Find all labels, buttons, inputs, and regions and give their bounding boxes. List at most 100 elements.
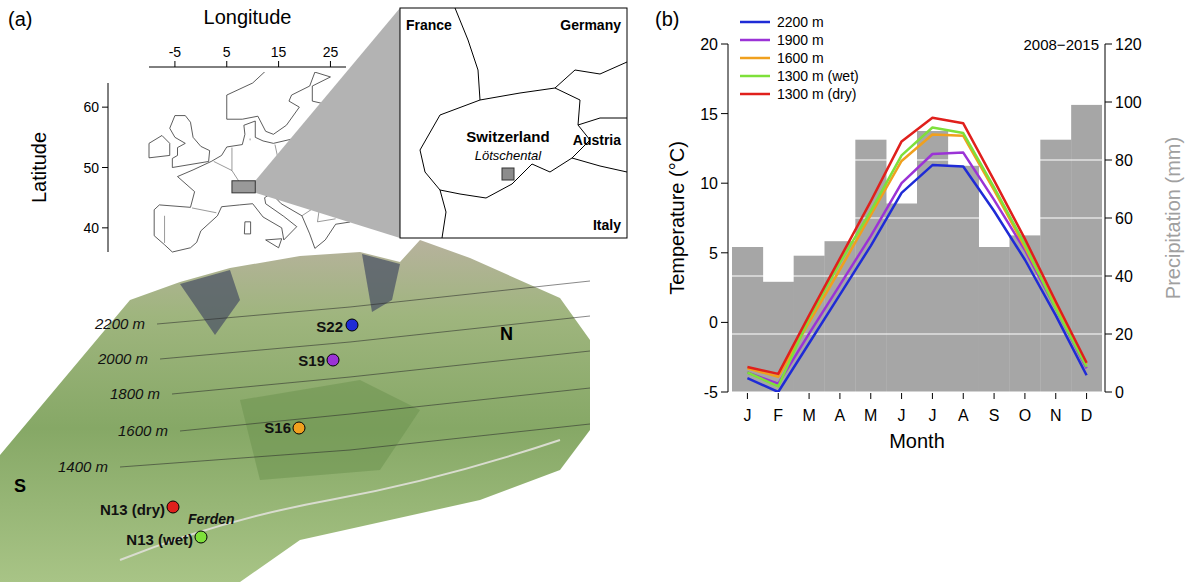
y2-tick [1105,160,1112,161]
grid-line [732,217,1102,218]
y-axis-title: Temperature (°C) [666,141,688,295]
x-tick-label: D [1081,407,1093,424]
river [120,440,560,560]
y-tick [102,227,108,228]
x-tick [809,393,810,399]
country-label: France [406,17,452,33]
y-tick [102,107,108,108]
y2-tick-label: 100 [1115,94,1142,111]
coastline [244,222,250,234]
x-tick [870,393,871,399]
x-tick [330,61,331,67]
elevation-label: 2200 m [94,315,145,332]
shadow [180,270,240,335]
y2-tick [1105,44,1112,45]
y-tick [721,252,728,253]
y-tick [721,44,728,45]
contour-line [172,351,590,394]
border [250,139,251,141]
x-tick-label: 15 [271,44,287,60]
y-tick-label: 15 [700,106,718,123]
site-label: S22 [316,318,343,335]
x-tick [963,393,964,399]
site-label: S19 [298,352,325,369]
x-tick-label: -5 [169,44,182,60]
valley-label: Lötschental [475,148,543,163]
grid-line [732,333,1102,334]
contour-line [180,388,590,431]
bar [979,247,1010,392]
elevation-label: 1600 m [118,422,168,439]
contour-line [120,424,590,467]
y2-tick [1105,102,1112,103]
terrain [0,240,590,582]
annotation: 2008−2015 [1024,36,1100,53]
valley-marker [502,168,514,180]
x-tick-label: 5 [223,44,231,60]
inset-frame [400,8,627,238]
elevation-label: 1800 m [110,385,160,402]
x-tick-label: A [835,407,846,424]
figure: (a)-551525Longitude405060LatitudeFranceG… [0,0,1195,582]
grid-line [732,275,1102,276]
contour-line [160,316,590,359]
legend-label: 2200 m [777,14,824,30]
y2-tick [1105,334,1112,335]
site-dot [167,501,179,513]
x-tick-label: F [773,407,783,424]
y-tick [721,113,728,114]
x-tick-label: N [1050,407,1062,424]
x-tick [994,393,995,399]
terrain-view: 2200 m2000 m1800 m1600 m1400 mS22S19S16N… [0,240,590,582]
y2-tick-label: 40 [1115,268,1133,285]
x-tick [278,61,279,67]
site-dot [195,531,207,543]
y-axis-line [728,44,729,392]
y2-tick-label: 120 [1115,36,1142,53]
x-axis-title: Longitude [204,6,292,28]
x-tick-label: S [989,407,1000,424]
y2-tick [1105,276,1112,277]
y-tick-label: 50 [83,160,99,176]
x-tick-label: J [743,407,751,424]
x-tick [778,393,779,399]
y-tick-label: 5 [709,245,718,262]
y2-tick [1105,392,1112,393]
legend-label: 1600 m [777,50,824,66]
site-label: N13 (wet) [126,531,193,548]
border [555,62,627,88]
legend-swatch [740,75,770,78]
grid-line [732,159,1102,160]
x-axis-title: Month [889,430,945,452]
x-tick-label: M [864,407,877,424]
zoom-wedge [255,8,400,238]
legend-swatch [740,57,770,60]
y2-tick-label: 0 [1115,384,1124,401]
legend: 2200 m1900 m1600 m1300 m (wet)1300 m (dr… [740,14,859,102]
country-label: Austria [573,132,621,148]
legend-label: 1900 m [777,32,824,48]
x-tick-label: A [958,407,969,424]
x-axis-line [149,67,346,68]
plot-area [732,44,1102,392]
y2-tick [1105,218,1112,219]
legend-swatch [740,93,770,96]
x-tick-label: J [898,407,906,424]
site-dot [327,354,339,366]
x-tick [747,393,748,399]
site-dot [293,422,305,434]
border [572,158,627,172]
x-tick [932,393,933,399]
x-tick [901,393,902,399]
y2-tick-label: 80 [1115,152,1133,169]
border [440,190,446,238]
bar [886,204,917,393]
y2-tick-label: 20 [1115,326,1133,343]
x-tick-label: O [1019,407,1031,424]
x-tick [1055,393,1056,399]
border [214,161,240,182]
y-tick-label: 40 [83,220,99,236]
border [164,216,165,243]
temperature-line [747,128,1086,387]
y-tick-label: -5 [704,384,718,401]
